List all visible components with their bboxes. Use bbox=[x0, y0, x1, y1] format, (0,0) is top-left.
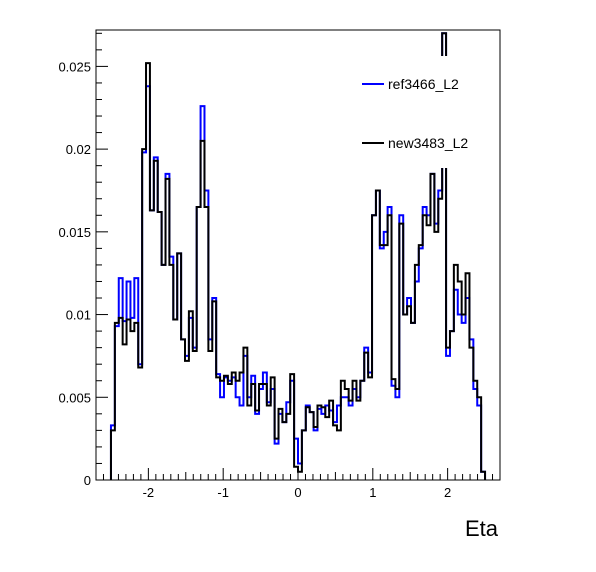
series-line-ref3466_L2 bbox=[109, 32, 487, 480]
y-tick-label: 0.01 bbox=[66, 308, 91, 323]
legend: ref3466_L2 new3483_L2 bbox=[356, 56, 496, 168]
x-tick-label: 0 bbox=[294, 485, 301, 500]
y-tick-label: 0.02 bbox=[66, 142, 91, 157]
x-tick-label: 1 bbox=[369, 485, 376, 500]
y-tick-label: 0.015 bbox=[58, 225, 91, 240]
x-tick-label: -1 bbox=[217, 485, 229, 500]
x-axis-title: Eta bbox=[465, 516, 499, 541]
y-tick-label: 0 bbox=[84, 473, 91, 488]
y-axis-ticks: 0 0.005 0.01 0.015 0.02 0.025 bbox=[58, 32, 108, 488]
y-tick-label: 0.025 bbox=[58, 59, 91, 74]
legend-box bbox=[356, 56, 496, 168]
x-axis-ticks: -2 -1 0 1 2 bbox=[95, 468, 501, 500]
x-tick-label: 2 bbox=[444, 485, 451, 500]
legend-label-ref3466: ref3466_L2 bbox=[388, 76, 459, 92]
legend-label-new3483: new3483_L2 bbox=[388, 135, 468, 151]
y-tick-label: 0.005 bbox=[58, 390, 91, 405]
x-tick-label: -2 bbox=[143, 485, 155, 500]
